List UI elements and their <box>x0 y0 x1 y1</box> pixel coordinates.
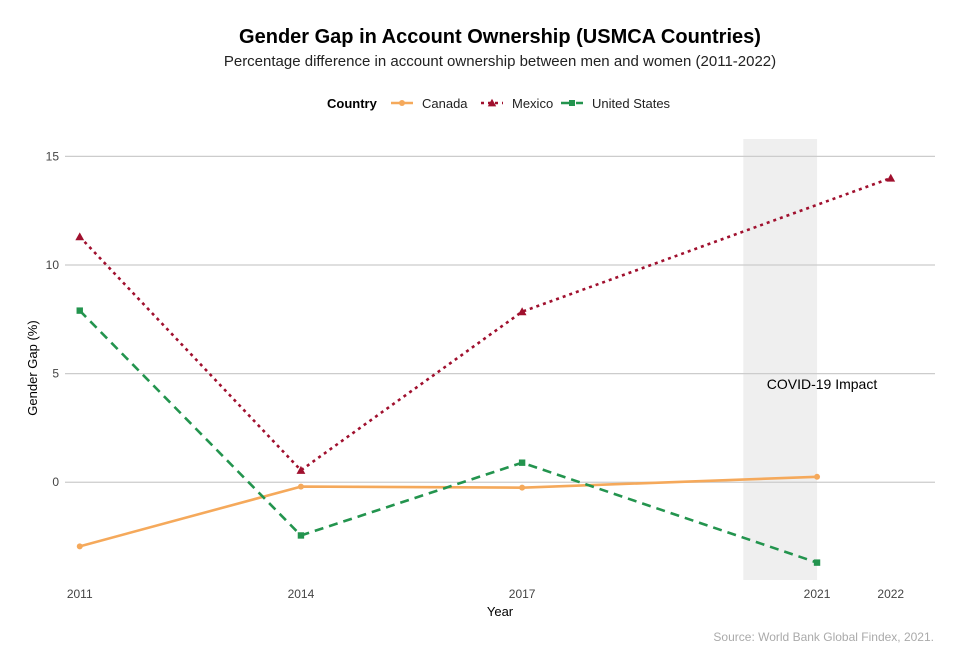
data-point-mexico-2022 <box>886 173 896 182</box>
data-point-united-states-2021 <box>813 559 821 566</box>
data-point-united-states-2011 <box>76 307 83 314</box>
legend-item-united-states: United States <box>561 96 671 111</box>
legend-key-marker-mexico <box>487 98 497 107</box>
data-point-united-states-2014 <box>297 532 305 539</box>
plot-area: COVID-19 Impact <box>65 139 935 580</box>
series-line-united-states <box>78 309 818 564</box>
legend-item-canada: Canada <box>391 96 468 111</box>
x-tick-label-2022: 2022 <box>877 587 904 601</box>
series-line-canada <box>79 475 818 548</box>
legend-title: Country <box>327 96 378 111</box>
y-tick-label-10: 10 <box>46 258 60 272</box>
x-tick-label-2021: 2021 <box>804 587 831 601</box>
data-point-mexico-2011 <box>75 232 85 241</box>
x-tick-label-2014: 2014 <box>288 587 315 601</box>
legend-items: Canada Mexico United States <box>391 96 671 111</box>
y-tick-label-15: 15 <box>46 149 60 163</box>
legend-key-marker-united-states <box>569 100 575 106</box>
data-point-canada-2011 <box>76 543 83 550</box>
covid-annotation: COVID-19 Impact <box>767 376 878 392</box>
data-point-mexico-2017 <box>517 307 527 316</box>
legend-item-mexico: Mexico <box>481 96 553 111</box>
source-caption: Source: World Bank Global Findex, 2021. <box>713 630 934 644</box>
y-tick-label-5: 5 <box>52 367 59 381</box>
covid-shaded-region <box>743 139 818 580</box>
data-point-mexico-2014 <box>296 465 306 474</box>
legend: Country Canada Mexico United States <box>327 96 671 111</box>
series-points <box>75 173 896 566</box>
data-point-canada-2014 <box>297 483 304 490</box>
x-tick-label-2017: 2017 <box>509 587 536 601</box>
legend-key-marker-canada <box>399 100 405 106</box>
legend-label-united-states: United States <box>592 96 671 111</box>
chart-subtitle: Percentage difference in account ownersh… <box>224 53 776 70</box>
y-axis-title: Gender Gap (%) <box>25 320 40 415</box>
data-point-canada-2017 <box>519 484 526 491</box>
series-lines <box>78 176 892 564</box>
chart-title: Gender Gap in Account Ownership (USMCA C… <box>239 26 761 48</box>
covid-band-rect <box>743 139 818 580</box>
x-axis-title: Year <box>487 604 514 619</box>
legend-label-canada: Canada <box>422 96 468 111</box>
x-axis-ticks: 2011 2014 2017 2021 2022 <box>67 587 905 601</box>
series-line-mexico <box>78 176 892 472</box>
legend-label-mexico: Mexico <box>512 96 553 111</box>
gridlines <box>65 155 935 483</box>
x-tick-label-2011: 2011 <box>67 587 93 601</box>
data-point-united-states-2017 <box>518 459 526 466</box>
data-point-canada-2021 <box>814 473 821 480</box>
y-tick-label-0: 0 <box>52 475 59 489</box>
y-axis-ticks: 0 5 10 15 <box>46 149 60 489</box>
